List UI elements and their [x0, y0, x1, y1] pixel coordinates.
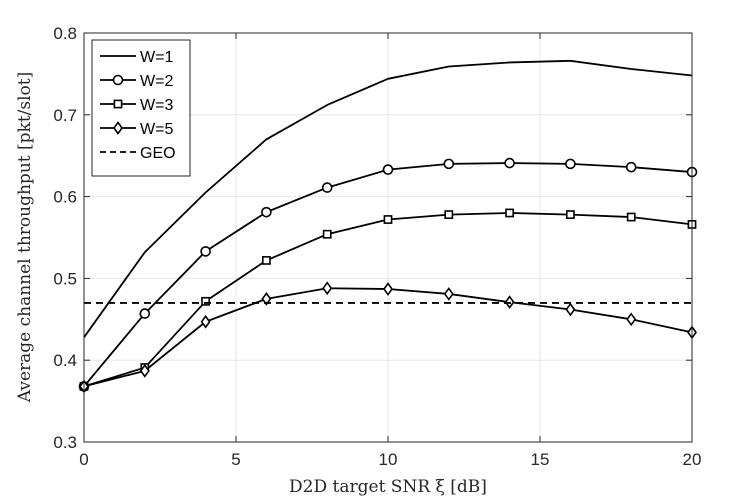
data-point-w-3 [565, 210, 575, 219]
series-w-5 [79, 281, 697, 394]
data-point-w-5 [200, 314, 211, 329]
data-point-w-5 [139, 363, 150, 378]
data-point-w-2 [565, 158, 576, 170]
data-point-w-2 [200, 246, 211, 257]
legend-item-w-5: W=5 [100, 121, 173, 138]
series-layer [78, 59, 698, 394]
legend-marker [113, 121, 123, 135]
legend-item-w-3: W=3 [100, 97, 173, 114]
x-tick-label: 15 [531, 450, 550, 469]
legend-label: W=5 [140, 121, 173, 138]
data-point-w-3 [505, 208, 514, 218]
legend-box [91, 39, 191, 177]
data-point-w-5 [261, 291, 272, 306]
data-point-w-2 [139, 308, 151, 319]
x-tick-label: 20 [683, 450, 702, 469]
x-tick-label: 0 [79, 450, 88, 469]
data-point-w-5 [322, 281, 333, 296]
y-tick-label: 0.7 [53, 106, 77, 125]
data-point-w-3 [383, 215, 393, 224]
legend-item-w-2: W=2 [100, 73, 173, 90]
ticks: 0 5 10 15 20 0.3 0.4 0.5 0.6 0.7 0.8 [53, 24, 701, 469]
y-tick-label: 0.5 [53, 269, 77, 288]
data-point-w-3 [626, 212, 636, 222]
legend-item-geo: GEO [100, 145, 176, 162]
legend: W=1 W=2 W=3 W=5 GEO [91, 39, 191, 177]
data-point-w-2 [504, 157, 515, 169]
series-line-w-1 [83, 59, 693, 338]
y-tick-label: 0.6 [53, 188, 77, 207]
legend-marker [112, 74, 124, 86]
data-point-w-5 [626, 312, 637, 327]
y-tick-label: 0.8 [53, 24, 77, 43]
x-tick-label: 5 [231, 450, 240, 469]
data-point-w-2 [382, 164, 394, 175]
data-point-w-2 [625, 161, 637, 173]
data-point-w-5 [383, 282, 393, 296]
legend-label: W=1 [140, 49, 173, 66]
legend-marker [113, 99, 123, 109]
legend-label: W=2 [140, 73, 173, 90]
data-point-w-3 [201, 296, 210, 306]
legend-label: GEO [140, 145, 176, 162]
legend-item-w-1: W=1 [100, 49, 173, 66]
data-point-w-5 [443, 287, 454, 301]
data-point-w-3 [322, 229, 332, 239]
legend-label: W=3 [140, 97, 173, 114]
data-point-w-3 [444, 210, 454, 219]
data-point-w-2 [261, 206, 272, 218]
data-point-w-2 [443, 158, 455, 170]
data-point-w-2 [321, 182, 333, 193]
y-tick-label: 0.4 [53, 351, 77, 370]
x-axis-label: D2D target SNR ξ [dB] [289, 477, 487, 497]
y-tick-label: 0.3 [53, 433, 77, 452]
data-point-w-3 [261, 256, 271, 265]
y-axis-label: Average channel throughput [pkt/slot] [15, 72, 35, 404]
data-point-w-5 [565, 302, 576, 317]
x-tick-label: 10 [379, 450, 398, 469]
series-w-1 [83, 59, 693, 338]
